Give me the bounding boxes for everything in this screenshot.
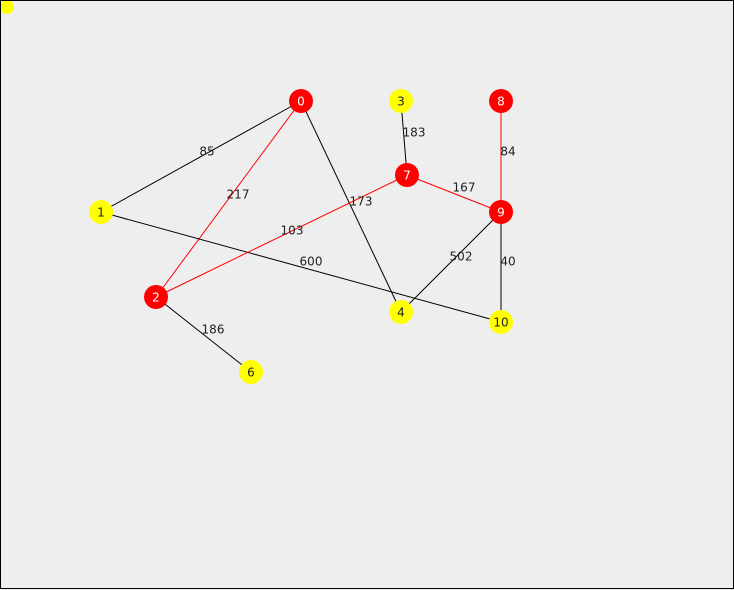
node-circle	[144, 285, 168, 309]
edge-weight-label: 217	[227, 188, 250, 202]
node-6[interactable]: 6	[239, 360, 263, 384]
edge-weight-label: 40	[500, 255, 515, 269]
edge-weight-label: 186	[202, 323, 225, 337]
node-2[interactable]: 2	[144, 285, 168, 309]
node-label: 3	[397, 95, 405, 109]
node-circle	[239, 360, 263, 384]
node-circle	[89, 200, 113, 224]
node-circle	[289, 89, 313, 113]
node-9[interactable]: 9	[489, 200, 513, 224]
node-label: 8	[497, 95, 505, 109]
node-label: 10	[493, 316, 508, 330]
edge-weight-label: 167	[453, 181, 476, 195]
edge-weight-label: 183	[403, 126, 426, 140]
node-8[interactable]: 8	[489, 89, 513, 113]
edge-weight-label: 173	[350, 195, 373, 209]
nodes-layer: 0 1 2 3 4 6 7 8 9 10	[89, 89, 513, 384]
node-label: 0	[297, 95, 305, 109]
corner-partial-node	[1, 1, 14, 14]
node-4[interactable]: 4	[389, 300, 413, 324]
edge-0-1	[100, 100, 302, 213]
node-3[interactable]: 3	[389, 89, 413, 113]
node-1[interactable]: 1	[89, 200, 113, 224]
node-circle	[395, 163, 419, 187]
edge-weight-label: 103	[281, 224, 304, 238]
edge-0-4	[300, 100, 402, 313]
node-label: 7	[403, 169, 411, 183]
edge-weight-label: 84	[500, 145, 515, 159]
node-0[interactable]: 0	[289, 89, 313, 113]
node-circle	[489, 200, 513, 224]
node-label: 2	[152, 291, 160, 305]
edge-weight-label: 85	[199, 145, 214, 159]
edges-layer	[100, 100, 502, 373]
edge-2-7	[155, 174, 408, 298]
edge-weight-label: 502	[450, 250, 473, 264]
node-label: 1	[97, 206, 105, 220]
edge-1-10	[100, 211, 502, 323]
edge-9-4	[400, 211, 502, 313]
edge-3-7	[400, 100, 408, 176]
node-label: 4	[397, 306, 405, 320]
node-circle	[489, 310, 513, 334]
node-7[interactable]: 7	[395, 163, 419, 187]
edge-0-2	[155, 100, 302, 298]
node-label: 6	[247, 366, 255, 380]
edge-7-9	[406, 174, 502, 213]
node-circle	[489, 89, 513, 113]
node-10[interactable]: 10	[489, 310, 513, 334]
edge-weight-label: 600	[300, 255, 323, 269]
edge-labels-layer: 85 217 173 600 103 186 183 167 84 502 40	[199, 126, 515, 337]
node-circle	[389, 89, 413, 113]
node-label: 9	[497, 206, 505, 220]
node-circle	[389, 300, 413, 324]
edge-2-6	[155, 296, 252, 373]
